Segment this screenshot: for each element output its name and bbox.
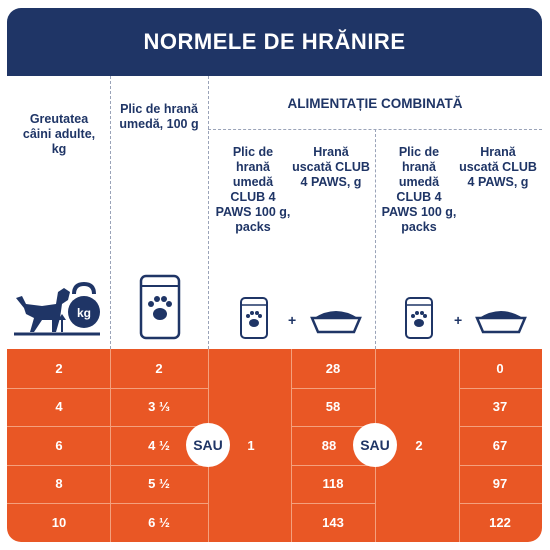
header-combo-pouch-2: Plic de hrană umedă CLUB 4 PAWS 100 g, p… bbox=[381, 145, 457, 234]
divider bbox=[459, 426, 542, 427]
divider bbox=[7, 388, 208, 389]
dry-cell: 88 bbox=[321, 438, 337, 453]
pouch-cell: 4 ½ bbox=[148, 438, 170, 453]
divider bbox=[459, 349, 460, 542]
divider bbox=[7, 465, 208, 466]
weight-cell: 2 bbox=[55, 361, 63, 376]
dry-cell: 28 bbox=[325, 361, 341, 376]
dry-cell: 37 bbox=[492, 399, 508, 414]
pouch-cell: 3 ⅓ bbox=[148, 399, 170, 414]
divider bbox=[291, 465, 375, 466]
divider bbox=[110, 76, 111, 349]
title-banner: NORMELE DE HRĂNIRE bbox=[7, 8, 542, 76]
divider bbox=[375, 129, 376, 349]
or-badge: SAU bbox=[186, 423, 230, 467]
food-bowl-icon bbox=[475, 311, 527, 334]
header-pouch: Plic de hrană umedă, 100 g bbox=[119, 102, 199, 131]
dry-cell: 118 bbox=[322, 476, 344, 491]
pouch-icon bbox=[139, 274, 181, 340]
small-pouch-icon bbox=[240, 297, 268, 339]
pouch-cell: 5 ½ bbox=[148, 476, 170, 491]
dry-cell: 0 bbox=[496, 361, 504, 376]
plus-sign: + bbox=[288, 312, 297, 328]
divider bbox=[459, 503, 542, 504]
kg-badge: kg bbox=[77, 306, 91, 320]
pouch-cell: 6 ½ bbox=[148, 515, 170, 530]
header-combo-pouch: Plic de hrană umedă CLUB 4 PAWS 100 g, p… bbox=[215, 145, 291, 234]
pouch-cell: 2 bbox=[155, 361, 163, 376]
divider bbox=[208, 76, 209, 349]
divider bbox=[291, 503, 375, 504]
dry-cell: 97 bbox=[492, 476, 508, 491]
weight-cell: 4 bbox=[55, 399, 63, 414]
dog-weight-icon: kg bbox=[14, 281, 100, 336]
header-combo-dry: Hrană uscată CLUB 4 PAWS, g bbox=[292, 145, 370, 189]
or-badge: SAU bbox=[353, 423, 397, 467]
divider bbox=[7, 503, 208, 504]
divider bbox=[7, 426, 208, 427]
divider bbox=[110, 349, 111, 542]
divider bbox=[291, 388, 375, 389]
food-bowl-icon bbox=[310, 311, 362, 334]
dry-cell: 58 bbox=[325, 399, 341, 414]
divider bbox=[291, 349, 292, 542]
data-area: 2 2 28 0 4 3 ⅓ 58 37 6 4 ½ 88 67 8 5 ½ 1… bbox=[7, 349, 542, 542]
plus-sign: + bbox=[454, 312, 463, 328]
divider bbox=[459, 388, 542, 389]
divider bbox=[459, 465, 542, 466]
feeding-table-card: NORMELE DE HRĂNIRE Greutatea câini adult… bbox=[7, 8, 542, 542]
small-pouch-icon bbox=[405, 297, 433, 339]
dry-cell: 122 bbox=[489, 515, 511, 530]
dry-cell: 143 bbox=[322, 515, 344, 530]
header-combined: ALIMENTAȚIE COMBINATĂ bbox=[287, 96, 463, 111]
header-combo-dry-2: Hrană uscată CLUB 4 PAWS, g bbox=[459, 145, 537, 189]
divider bbox=[291, 426, 375, 427]
header-weight: Greutatea câini adulte, kg bbox=[22, 112, 96, 156]
dry-cell: 67 bbox=[492, 438, 508, 453]
page-title: NORMELE DE HRĂNIRE bbox=[143, 29, 406, 54]
weight-cell: 10 bbox=[51, 515, 67, 530]
combo-pouch-count: 2 bbox=[415, 438, 423, 453]
weight-cell: 6 bbox=[55, 438, 63, 453]
combo-pouch-count: 1 bbox=[247, 438, 255, 453]
weight-cell: 8 bbox=[55, 476, 63, 491]
